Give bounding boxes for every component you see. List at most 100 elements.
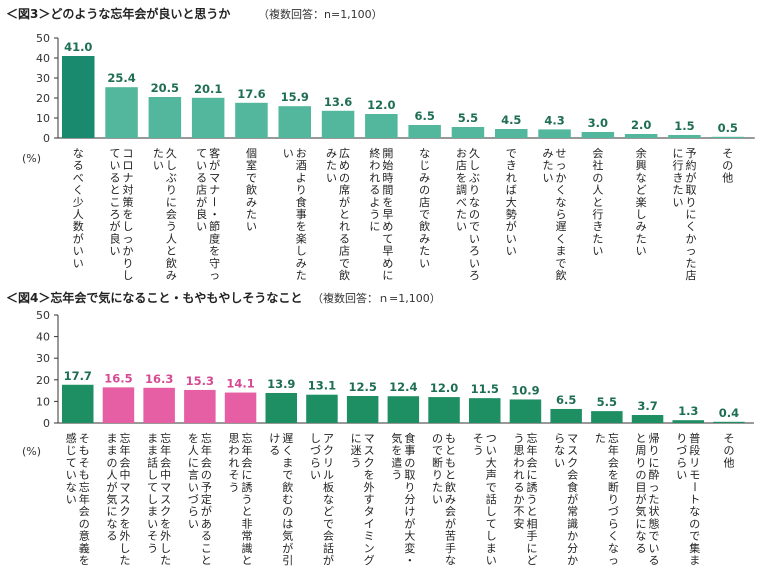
category-glyph: 店 (685, 268, 696, 282)
category-glyph: を (160, 517, 171, 530)
category-glyph: 忘 (608, 431, 619, 445)
y-tick-label: 40 (36, 52, 50, 65)
category-glyph: ま (689, 554, 700, 567)
chart1-subtitle: （複数回答：n=1,100） (258, 7, 383, 21)
category-glyph: み (296, 257, 307, 270)
category-glyph: い (188, 517, 199, 530)
category-glyph: た (456, 208, 467, 221)
category-glyph: 大 (506, 195, 517, 209)
category-glyph: じ (419, 159, 430, 172)
category-glyph: わ (229, 444, 240, 457)
category-glyph: が (445, 516, 456, 530)
category-glyph: い (196, 220, 207, 233)
category-glyph: 思 (513, 444, 524, 457)
category-glyph: は (282, 517, 293, 530)
category-glyph: き (672, 171, 683, 184)
category-glyph: う (513, 432, 524, 445)
category-glyph: と (242, 505, 253, 518)
category-glyph: ・ (404, 554, 415, 567)
category-glyph: ぶ (166, 171, 177, 184)
category-glyph: 安 (513, 516, 524, 530)
bar (184, 389, 216, 423)
category-glyph: 年 (526, 443, 537, 457)
category-glyph: 飲 (246, 183, 257, 197)
category-glyph: の (432, 432, 443, 445)
category-glyph: ル (323, 469, 334, 482)
category-glyph: よ (369, 196, 380, 209)
category-glyph: 段 (689, 443, 700, 457)
category-glyph: れ (339, 220, 350, 233)
category-glyph: ス (160, 493, 171, 506)
category-glyph: 人 (73, 208, 84, 221)
category-glyph: ら (676, 456, 687, 469)
bar (581, 132, 615, 138)
category-glyph: 数 (73, 220, 84, 233)
category-glyph: 状 (649, 504, 660, 518)
category-glyph: み (246, 196, 257, 209)
data-label: 20.5 (151, 81, 179, 95)
category-glyph: 久 (166, 147, 177, 160)
category-glyph: み (445, 493, 456, 506)
category-glyph: い (649, 542, 660, 555)
category-glyph: き (592, 220, 603, 233)
category-glyph: る (196, 171, 207, 184)
category-glyph: れ (506, 171, 517, 184)
bar (321, 110, 355, 138)
category-glyph: な (636, 530, 647, 543)
category-glyph: 飲 (166, 256, 177, 270)
category-glyph: し (636, 208, 647, 221)
category-glyph: ま (106, 444, 117, 457)
category-glyph: と (166, 245, 177, 258)
category-glyph: 良 (110, 231, 121, 245)
category-glyph: り (685, 196, 696, 209)
category-glyph: た (119, 554, 130, 567)
data-label: 6.5 (414, 109, 434, 123)
category-glyph: も (79, 469, 90, 482)
category-glyph: こ (201, 542, 212, 555)
category-glyph: た (649, 493, 660, 506)
category-glyph: で (282, 469, 293, 482)
category-glyph: 早 (382, 208, 393, 221)
category-glyph: い (73, 257, 84, 270)
category-glyph: 忘 (201, 431, 212, 445)
category-glyph: ま (282, 456, 293, 469)
category-glyph: い (554, 456, 565, 469)
category-glyph: か (567, 530, 578, 543)
bar (672, 420, 704, 423)
category-glyph: を (123, 208, 134, 221)
data-label: 25.4 (107, 71, 135, 85)
category-glyph: た (672, 184, 683, 197)
category-glyph: 遅 (282, 432, 293, 445)
bar (509, 399, 542, 423)
data-label: 12.0 (430, 381, 458, 395)
category-glyph: の (339, 171, 350, 184)
category-glyph: そ (229, 469, 240, 482)
category-glyph: に (242, 469, 253, 482)
category-glyph: ま (106, 432, 117, 445)
category-glyph: と (445, 444, 456, 457)
chart1-y-unit: (%) (22, 152, 41, 165)
category-glyph: れ (369, 171, 380, 184)
category-glyph: 調 (456, 183, 467, 197)
category-glyph: 断 (608, 480, 619, 494)
category-glyph: 食 (567, 480, 578, 494)
category-glyph: し (486, 530, 497, 543)
category-glyph: か (513, 493, 524, 506)
category-glyph: で (689, 530, 700, 543)
category-glyph: の (469, 208, 480, 221)
category-glyph: の (106, 456, 117, 469)
category-glyph: を (382, 196, 393, 209)
category-glyph: た (592, 232, 603, 245)
category-glyph: し (160, 542, 171, 555)
category-glyph: ぶ (469, 171, 480, 184)
bar (265, 392, 297, 423)
category-glyph: る (369, 184, 380, 197)
category-glyph: し (147, 493, 158, 506)
